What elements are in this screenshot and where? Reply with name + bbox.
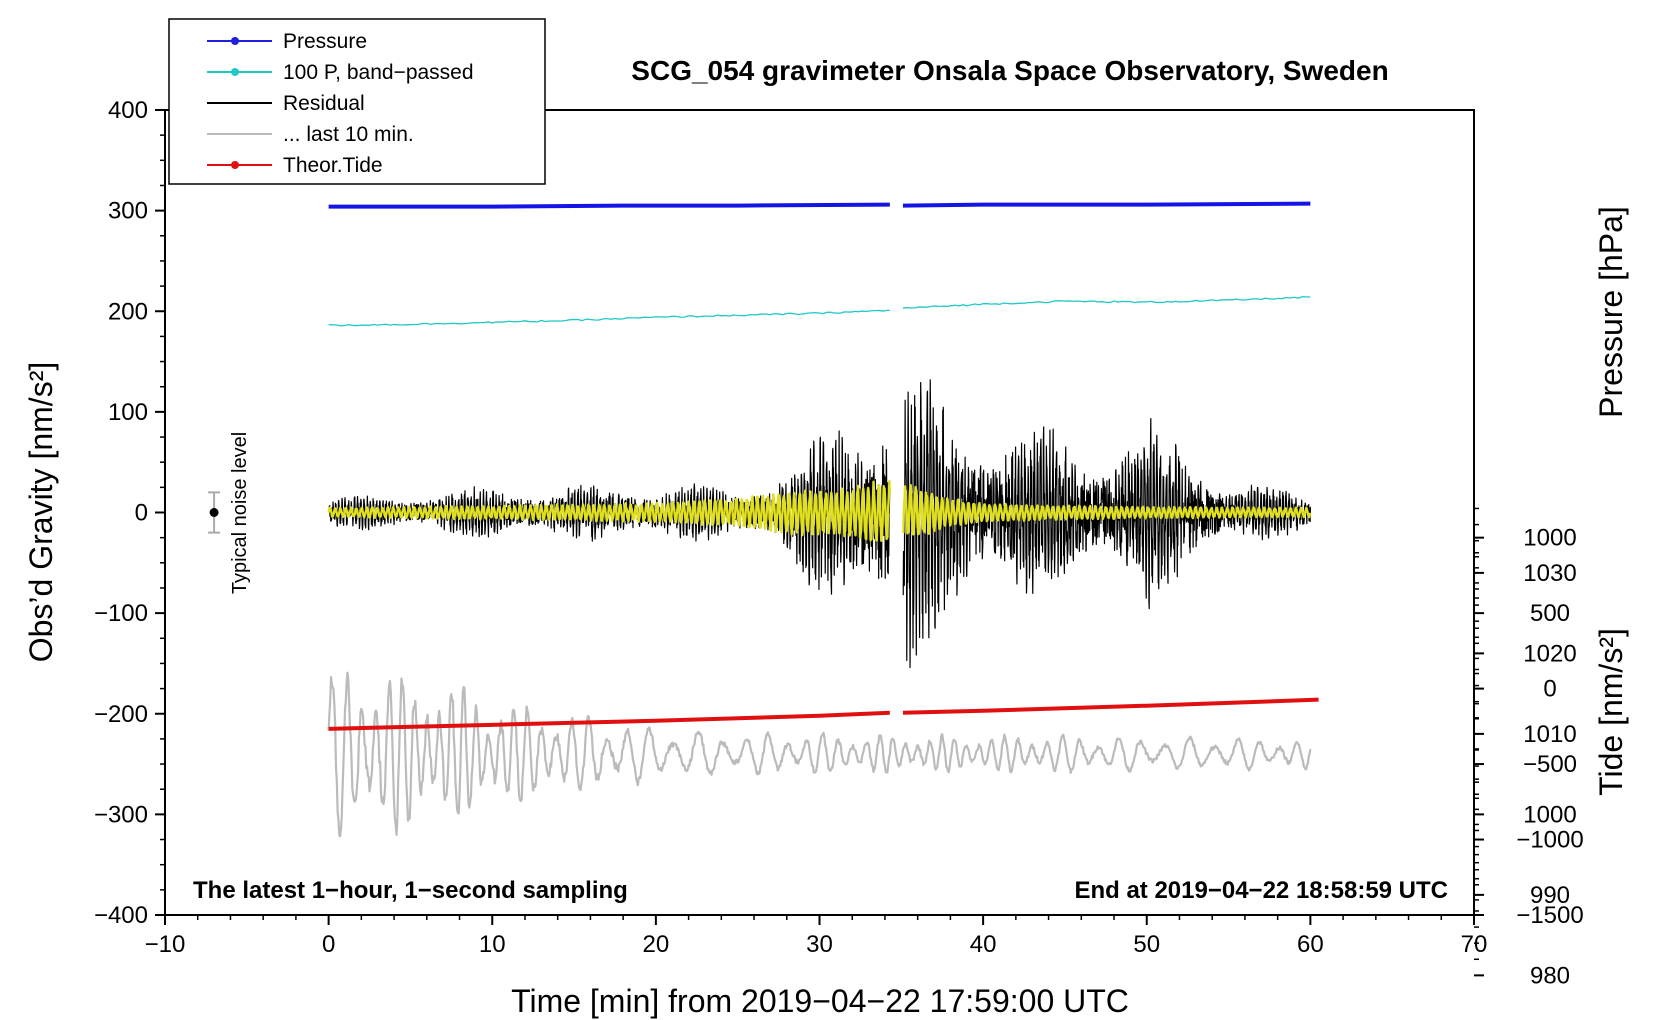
y-tick-label: 200 [108, 298, 148, 325]
x-axis: −10 0 10 20 30 40 50 60 70 [145, 915, 1488, 958]
y-tick-label: 300 [108, 198, 148, 225]
x-tick-label: 40 [970, 931, 997, 958]
legend-label: Pressure [283, 30, 367, 53]
y-axis-pressure-label: Pressure [hPa] [1593, 206, 1629, 418]
y-axis-pressure: 980 990 1000 1010 1020 1030 [1474, 507, 1577, 989]
x-tick-label: 70 [1461, 931, 1488, 958]
x-tick-label: 30 [806, 931, 833, 958]
sampling-note: The latest 1−hour, 1−second sampling [193, 877, 628, 904]
tide-tick-label: 500 [1530, 600, 1570, 627]
y-axis-tide-label: Tide [nm/s²] [1593, 628, 1629, 796]
legend: Pressure 100 P, band−passed Residual ... la… [168, 18, 546, 185]
tide-tick-label: 0 [1543, 676, 1556, 703]
bandpassed-residual-line [902, 483, 1312, 536]
pressure-tick-label: 1030 [1523, 560, 1576, 587]
noise-level-marker [208, 491, 221, 534]
tide-tick-label: −1500 [1516, 902, 1583, 929]
legend-label: ... last 10 min. [283, 123, 414, 146]
noise-level-label: Typical noise level [229, 432, 251, 594]
bandpassed-residual-line [327, 479, 892, 542]
legend-swatch-marker [231, 37, 239, 45]
plot-series [327, 201, 1319, 838]
pressure-tick-label: 1000 [1523, 801, 1576, 828]
y-tick-label: −400 [94, 902, 148, 929]
pressure-tick-label: 1010 [1523, 721, 1576, 748]
legend-swatch-marker [231, 161, 239, 169]
legend-label: Theor.Tide [283, 154, 383, 177]
pressure-line [328, 202, 890, 209]
x-axis-label: Time [min] from 2019−04−22 17:59:00 UTC [511, 983, 1129, 1019]
y-axis-left-label: Obs’d Gravity [nm/s²] [23, 362, 59, 663]
tide-line [328, 710, 890, 731]
tide-tick-label: −1000 [1516, 827, 1583, 854]
x-tick-label: 10 [479, 931, 506, 958]
x-tick-label: 20 [643, 931, 670, 958]
y-axis-tide: −1500 −1000 −500 0 500 1000 [1474, 525, 1584, 929]
pressure-tick-label: 990 [1530, 882, 1570, 909]
tide-tick-label: −500 [1523, 751, 1577, 778]
pressure-tick-label: 1020 [1523, 640, 1576, 667]
y-axis-left: −400 −300 −200 −100 0 100 200 300 400 [94, 97, 165, 929]
y-tick-label: 100 [108, 399, 148, 426]
x-tick-label: 60 [1297, 931, 1324, 958]
bandpassed-pressure-line [902, 296, 1311, 309]
end-time-note: End at 2019−04−22 18:58:59 UTC [1074, 877, 1448, 904]
y-tick-label: −200 [94, 701, 148, 728]
pressure-line [902, 201, 1311, 208]
legend-box [168, 18, 546, 185]
tide-line [902, 697, 1319, 715]
last-10-min-line [327, 671, 1312, 838]
x-tick-label: 0 [322, 931, 335, 958]
residual-line [902, 379, 1311, 669]
y-tick-label: 400 [108, 97, 148, 124]
y-tick-label: 0 [135, 500, 148, 527]
pressure-tick-label: 980 [1530, 962, 1570, 989]
bandpassed-pressure-line [328, 309, 890, 327]
chart-title: SCG_054 gravimeter Onsala Space Observat… [631, 55, 1388, 86]
y-tick-label: −100 [94, 600, 148, 627]
tide-tick-label: 1000 [1523, 525, 1576, 552]
x-tick-label: 50 [1133, 931, 1160, 958]
x-tick-label: −10 [145, 931, 186, 958]
legend-swatch-marker [231, 68, 239, 76]
legend-label: 100 P, band−passed [283, 61, 474, 84]
legend-label: Residual [283, 92, 365, 115]
noise-point [209, 508, 219, 517]
y-tick-label: −300 [94, 801, 148, 828]
